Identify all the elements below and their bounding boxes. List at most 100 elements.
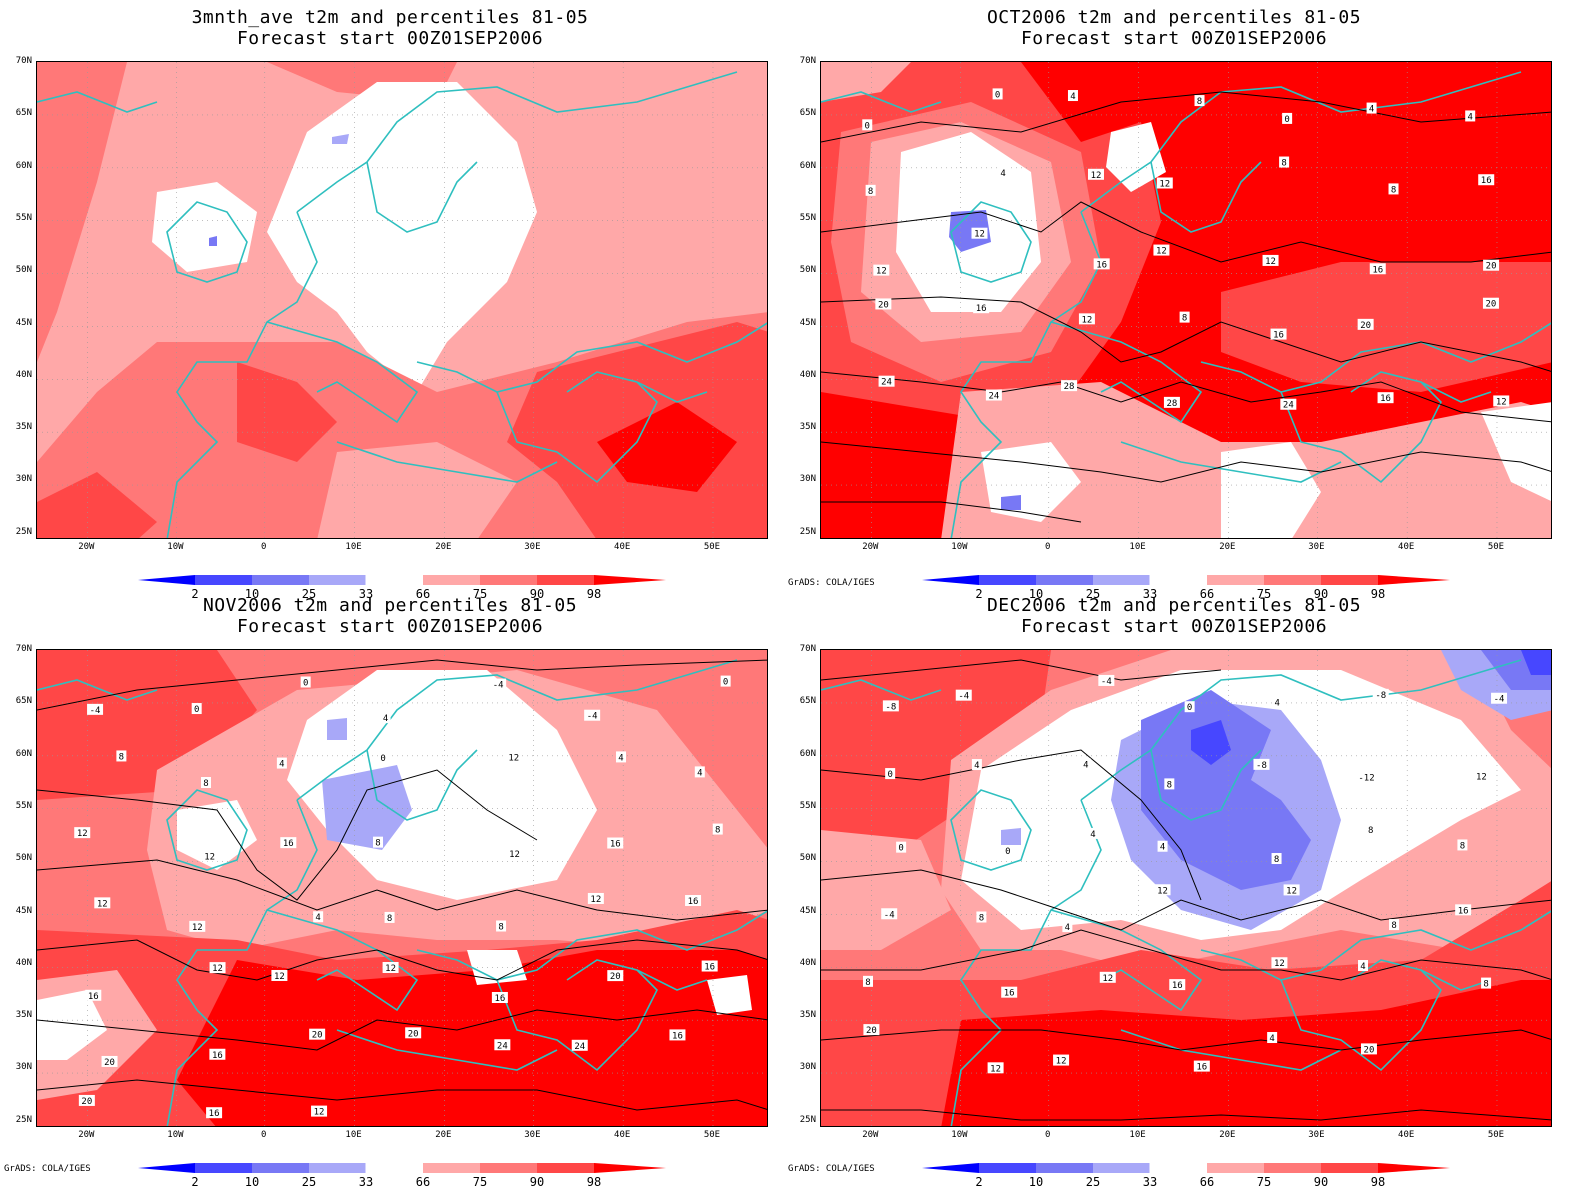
lat-tick-label: 60N <box>15 160 32 171</box>
contour-label: 8 <box>976 911 987 924</box>
contour-label: 16 <box>1001 986 1018 999</box>
coastline <box>496 381 658 484</box>
lon-tick-label: 50E <box>1487 1130 1505 1140</box>
colorbar-label: 10 <box>1028 1175 1044 1189</box>
panel-subtitle: Forecast start 00Z01SEP2006 <box>1020 616 1328 637</box>
svg-text:12: 12 <box>508 754 519 764</box>
contour-label: -4 <box>881 908 898 920</box>
contour-label: 12 <box>1271 957 1288 969</box>
lon-tick-label: 10E <box>1129 542 1146 552</box>
lon-tick-label: 30E <box>1308 542 1325 552</box>
contour-label: 8 <box>496 920 507 932</box>
lat-tick-label: 50N <box>799 853 816 864</box>
svg-text:12: 12 <box>1056 1057 1067 1067</box>
colorbar-segment <box>1321 575 1378 585</box>
colorbar-label: 98 <box>586 587 602 601</box>
percentile-region <box>237 362 337 462</box>
svg-text:0: 0 <box>887 770 892 780</box>
contour-label: 8 <box>1481 977 1492 990</box>
lat-tick-label: 30N <box>15 474 32 485</box>
lat-tick-label: 40N <box>799 957 816 968</box>
svg-text:12: 12 <box>1102 974 1113 984</box>
contour-label: 16 <box>1478 174 1495 186</box>
lon-tick-label: 0 <box>1045 542 1051 552</box>
svg-text:20: 20 <box>1486 300 1497 310</box>
colorbar-label: 90 <box>1313 587 1329 601</box>
percentile-region <box>1221 262 1551 392</box>
contour-label: 12 <box>189 920 206 933</box>
svg-text:12: 12 <box>1082 315 1093 325</box>
svg-text:20: 20 <box>1360 321 1371 331</box>
svg-text:0: 0 <box>194 705 199 715</box>
contour-label: 16 <box>1369 263 1386 275</box>
contour-label: -4 <box>87 703 104 716</box>
colorbar-segment <box>1036 1163 1093 1173</box>
lat-tick-label: 55N <box>799 212 816 223</box>
percentile-region <box>941 980 1551 1126</box>
svg-text:20: 20 <box>1486 262 1497 272</box>
percentile-region <box>37 990 107 1060</box>
percentile-region <box>707 975 752 1015</box>
lon-tick-label: 20E <box>435 1130 452 1140</box>
svg-text:12: 12 <box>990 1064 1001 1074</box>
lat-tick-label: 65N <box>799 696 816 707</box>
colorbar-segment <box>1036 575 1093 585</box>
lon-tick-label: 0 <box>261 542 267 552</box>
lon-tick-label: 10E <box>345 542 362 552</box>
contour-label: 4 <box>1080 758 1091 770</box>
svg-text:16: 16 <box>1458 906 1469 916</box>
colorbar-arrow-right <box>1378 1163 1450 1173</box>
svg-text:-8: -8 <box>885 702 896 712</box>
svg-text:8: 8 <box>1460 841 1465 851</box>
map-panel-3mnth: 3mnth_ave t2m and percentiles 81-05 Forec… <box>0 0 780 601</box>
lon-tick-label: 30E <box>524 542 541 552</box>
coastline <box>1050 909 1203 1012</box>
lon-tick-label: 50E <box>703 1130 721 1140</box>
contour-label: 4 <box>616 751 627 763</box>
lon-tick-label: 20W <box>78 1130 95 1140</box>
svg-text:-4: -4 <box>884 910 895 920</box>
coastline <box>166 201 248 283</box>
contour-label: -12 <box>1355 771 1378 783</box>
colorbar-label: 90 <box>529 587 545 601</box>
svg-text:8: 8 <box>1197 97 1202 107</box>
contour-label: 12 <box>587 892 604 905</box>
svg-text:4: 4 <box>1369 105 1374 115</box>
lat-tick-label: 30N <box>799 474 816 485</box>
lat-tick-label: 70N <box>799 644 816 654</box>
contour-label: 0 <box>885 768 896 780</box>
lon-tick-label: 10W <box>951 1130 968 1140</box>
svg-text:-8: -8 <box>1256 761 1267 771</box>
contour-label: 8 <box>1164 778 1175 790</box>
svg-text:12: 12 <box>590 895 601 905</box>
isotherm-contour <box>37 939 767 981</box>
coastline <box>1350 371 1492 403</box>
colorbar-segment <box>537 1163 594 1173</box>
colorbar-segment <box>195 575 252 585</box>
svg-text:16: 16 <box>1273 331 1284 341</box>
contour-label: 8 <box>1179 311 1190 324</box>
lon-tick-label: 40E <box>1398 542 1415 552</box>
contour-label: 16 <box>1193 1060 1210 1073</box>
lat-tick-label: 65N <box>15 108 32 119</box>
panel-title: DEC2006 t2m and percentiles 81-05 <box>986 595 1362 616</box>
grads-credit: GrADS: COLA/IGES <box>788 1164 875 1174</box>
contour-label: 12 <box>1153 244 1170 257</box>
colorbar-segment <box>365 1162 424 1174</box>
svg-text:12: 12 <box>385 964 396 974</box>
svg-text:4: 4 <box>618 753 623 763</box>
svg-text:-12: -12 <box>1358 773 1374 783</box>
contour-label: 0 <box>378 751 389 764</box>
contour-label: 12 <box>74 827 91 839</box>
percentile-region <box>1221 442 1321 538</box>
colorbar-label: 25 <box>301 1175 317 1189</box>
panel-subtitle: Forecast start 00Z01SEP2006 <box>236 616 544 637</box>
contour-label: 0 <box>862 119 873 131</box>
isotherm-contour <box>821 91 1551 143</box>
coastline <box>37 679 158 701</box>
colorbar <box>138 572 666 586</box>
colorbar-label: 66 <box>1199 587 1215 601</box>
colorbar-label: 25 <box>1085 1175 1101 1189</box>
percentile-heatmap: -4 0 0 4 -4 -4 0 8 8 4 0 12 4 4 12 12 16 8 12 16 8 12 12 4 8 8 12 1… <box>37 650 767 1126</box>
percentile-heatmap: -8 -4 -4 0 4 -8 -4 0 4 4 8 -8 -12 12 0 0 4 4 8 8 8 -4 8 4 12 12 8 1… <box>821 650 1551 1126</box>
